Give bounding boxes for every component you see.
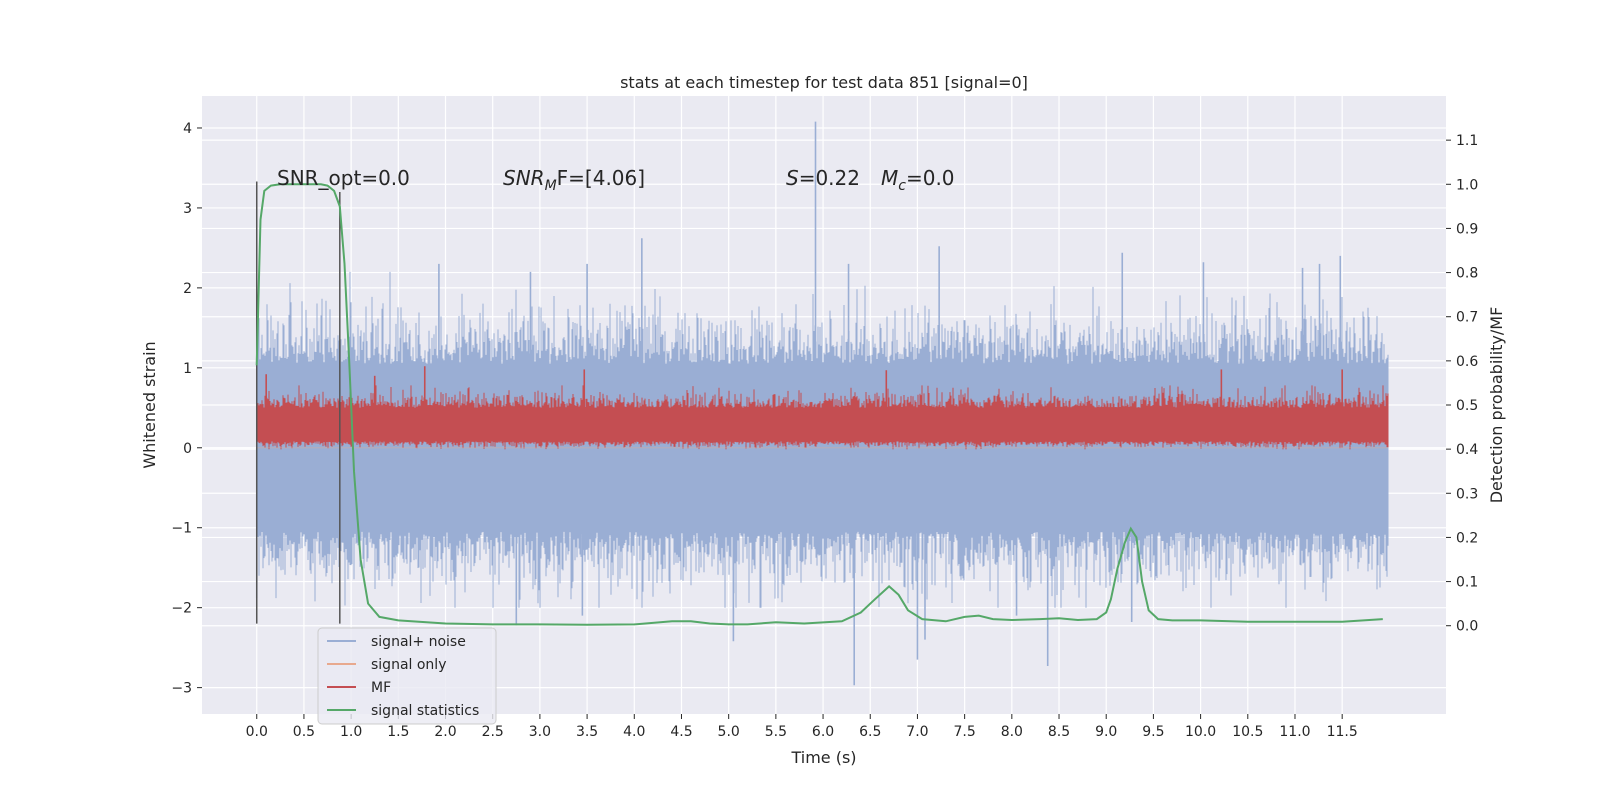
x-tick-label: 2.5 [482,724,504,740]
annotation-snr-mf-prefix: SNR [503,166,545,190]
annotation-snr-opt: SNR_opt=0.0 [277,166,410,190]
x-tick-label: 7.5 [954,724,976,740]
y2-tick-label: 1.0 [1456,177,1478,193]
x-tick-label: 3.0 [529,724,551,740]
y2-tick-label: 0.6 [1456,354,1478,370]
x-tick-label: 6.0 [812,724,834,740]
x-tick-label: 1.0 [340,724,362,740]
y2-tick-label: 0.2 [1456,530,1478,546]
x-tick-label: 2.0 [434,724,456,740]
x-tick-label: 11.0 [1279,724,1310,740]
y2-tick-label: 0.7 [1456,310,1478,326]
x-axis-ticks: 0.0 0.5 1.0 1.5 2.0 2.5 3.0 3.5 4.0 4.5 5.0 5.5 6.0 6… [246,714,1358,740]
y2-tick-label: 0.1 [1456,575,1478,591]
y2-tick-label: 0.5 [1456,398,1478,414]
x-tick-label: 10.5 [1232,724,1263,740]
chart-title: stats at each timestep for test data 851… [620,73,1028,92]
x-tick-label: 4.5 [670,724,692,740]
annotation-mc-var: M [881,166,898,190]
y-tick-label: 4 [183,121,192,137]
x-axis-label: Time (s) [790,748,856,767]
y-tick-label: 0 [183,441,192,457]
legend-label-signal-only: signal only [371,657,446,673]
x-tick-label: 4.0 [623,724,645,740]
legend-label-mf: MF [371,680,391,696]
x-tick-label: 3.5 [576,724,598,740]
y2-axis-label: Detection probability/MF [1487,307,1506,504]
y-tick-label: 2 [183,281,192,297]
signal-statistics-series [255,183,1383,626]
annotation-mc: Mc=0.0 [881,166,955,194]
y-tick-label: 3 [183,201,192,217]
y2-tick-label: 0.8 [1456,266,1478,282]
y-tick-label: −3 [171,681,192,697]
legend: signal+ noise signal only MF signal stat… [317,627,497,725]
annotation-s-stat: S=0.22 [786,166,860,190]
x-tick-label: 8.5 [1048,724,1070,740]
mf-series [256,366,1389,450]
legend-label-signal-noise: signal+ noise [371,634,466,650]
signal-statistics-line [255,183,1383,626]
x-tick-label: 6.5 [859,724,881,740]
x-tick-label: 11.5 [1327,724,1358,740]
y2-tick-label: 0.9 [1456,221,1478,237]
legend-box [317,627,497,725]
annotation-mc-sub: c [898,178,906,194]
annotation-s-var: S [786,166,799,190]
signal-noise-series [255,121,1389,686]
x-tick-label: 9.5 [1142,724,1164,740]
y2-tick-label: 0.0 [1456,619,1478,635]
y-axis-label: Whitened strain [140,341,159,468]
y2-tick-label: 1.1 [1456,133,1478,149]
x-tick-label: 0.0 [246,724,268,740]
x-tick-label: 9.0 [1095,724,1117,740]
annotation-s-value: =0.22 [799,166,860,190]
x-tick-label: 5.0 [718,724,740,740]
legend-label-signal-statistics: signal statistics [371,703,479,719]
y-axis-ticks: −3 −2 −1 0 1 2 3 4 [171,121,202,697]
x-tick-label: 10.0 [1185,724,1216,740]
x-tick-label: 7.0 [906,724,928,740]
x-tick-label: 5.5 [765,724,787,740]
y-tick-label: 1 [183,361,192,377]
y2-tick-label: 0.3 [1456,486,1478,502]
y-tick-label: −1 [171,521,192,537]
annotation-snr-mf-sub: M [545,178,557,194]
x-tick-label: 0.5 [293,724,315,740]
annotation-mc-value: =0.0 [906,166,955,190]
y-tick-label: −2 [171,601,192,617]
y2-tick-label: 0.4 [1456,442,1478,458]
x-tick-label: 1.5 [387,724,409,740]
annotation-snr-mf-value: F=[4.06] [557,166,645,190]
y2-axis-ticks: 0.0 0.1 0.2 0.3 0.4 0.5 0.6 0.7 0.8 0.9 1.0 1.1 [1446,133,1478,635]
annotation-snr-mf: SNRMF=[4.06] [503,166,645,194]
vertical-markers [255,181,341,624]
x-tick-label: 8.0 [1001,724,1023,740]
